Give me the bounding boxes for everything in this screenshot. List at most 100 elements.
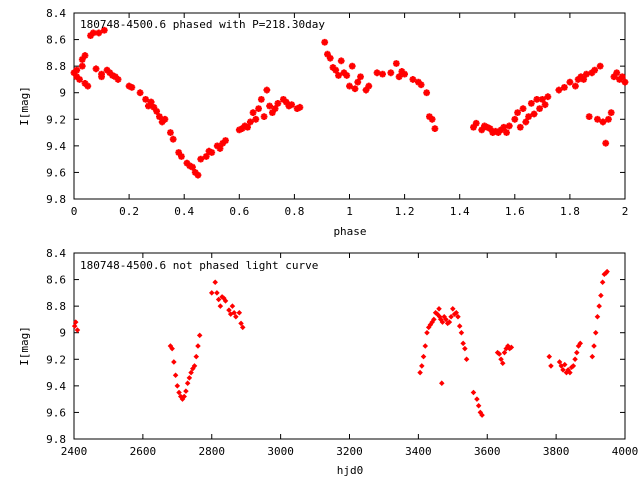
light-curve-data-point bbox=[572, 356, 578, 363]
phased-data-point bbox=[213, 142, 221, 150]
phased-y-tick-label: 9.4 bbox=[46, 140, 66, 153]
phased-data-point bbox=[340, 69, 348, 77]
phased-data-point bbox=[373, 69, 381, 77]
light-curve-data-point bbox=[448, 314, 454, 320]
light-curve-data-point bbox=[422, 343, 429, 349]
phased-data-point bbox=[285, 102, 293, 110]
light-curve-y-tick-label: 9.6 bbox=[46, 406, 66, 419]
phased-data-point bbox=[73, 73, 81, 81]
light-curve-data-point bbox=[496, 351, 503, 357]
phased-data-point bbox=[538, 95, 546, 103]
light-curve-x-tick-label: 2400 bbox=[61, 445, 88, 458]
phased-data-point bbox=[428, 115, 436, 123]
light-curve-y-tick-label: 9.2 bbox=[46, 353, 66, 366]
phased-data-point bbox=[346, 82, 353, 90]
phased-data-point bbox=[274, 99, 282, 107]
light-curve-data-point bbox=[508, 344, 515, 351]
phased-data-point bbox=[208, 149, 216, 156]
light-curve-data-point bbox=[172, 372, 179, 378]
light-curve-y-tick-label: 9 bbox=[59, 327, 66, 340]
phased-data-point bbox=[519, 105, 527, 113]
phased-x-tick-label: 1.6 bbox=[505, 205, 525, 218]
light-curve-data-point bbox=[462, 345, 468, 352]
phased-data-point bbox=[161, 115, 169, 123]
phased-data-point bbox=[343, 72, 351, 79]
phased-x-tick-label: 1.2 bbox=[395, 205, 415, 218]
light-curve-x-tick-label: 2800 bbox=[199, 445, 226, 458]
light-curve-data-point bbox=[450, 306, 456, 312]
phased-data-point bbox=[613, 69, 621, 77]
phased-data-point bbox=[324, 50, 331, 58]
phased-data-point bbox=[525, 113, 532, 121]
light-curve-chart-title: 180748-4500.6 not phased light curve bbox=[80, 259, 318, 272]
phased-data-point bbox=[282, 98, 290, 106]
phased-data-point bbox=[293, 105, 301, 113]
light-curve-data-point bbox=[577, 340, 583, 347]
light-curve-chart: 2400 2600 2800 3000 3200 3400 3600 3800 4000 8.4 8… bbox=[18, 247, 638, 477]
phased-data-point bbox=[178, 153, 185, 160]
light-curve-data-point bbox=[548, 363, 554, 369]
phased-data-point bbox=[216, 145, 224, 152]
light-curve-data-point bbox=[417, 369, 423, 376]
light-curve-data-point bbox=[239, 324, 246, 331]
phased-data-point bbox=[260, 113, 268, 121]
phased-data-point bbox=[387, 69, 395, 77]
phased-data-point bbox=[106, 69, 114, 77]
phased-data-point bbox=[574, 76, 582, 83]
light-curve-data-point bbox=[212, 279, 218, 285]
phased-data-point bbox=[572, 82, 579, 90]
light-curve-ticks: 2400 2600 2800 3000 3200 3400 3600 3800 4000 8.4 8… bbox=[46, 247, 638, 458]
light-curve-data-point bbox=[71, 323, 78, 329]
phased-data-point bbox=[401, 70, 408, 78]
phased-data-point bbox=[583, 70, 590, 78]
light-curve-data-point bbox=[188, 369, 194, 376]
phased-data-point bbox=[329, 64, 337, 71]
light-curve-data-point bbox=[460, 340, 466, 347]
phased-data-point bbox=[252, 115, 260, 123]
light-curve-data-point bbox=[499, 360, 506, 367]
phased-chart: 0 0.2 0.4 0.6 0.8 1 1.2 1.4 1.6 1.8 2 8.4 8.6 8.8 9 9.2… bbox=[18, 7, 629, 238]
phased-data-point bbox=[111, 73, 119, 81]
phased-data-point bbox=[588, 69, 596, 77]
light-curve-x-tick-label: 3600 bbox=[474, 445, 501, 458]
phased-data-point bbox=[326, 54, 334, 62]
light-curve-data-point bbox=[233, 314, 239, 320]
phased-ticks: 0 0.2 0.4 0.6 0.8 1 1.2 1.4 1.6 1.8 2 8.4 8.6 8.8 9 9.2… bbox=[46, 7, 628, 218]
phased-data-point bbox=[362, 86, 370, 94]
light-curve-y-tick-label: 9.4 bbox=[46, 380, 66, 393]
phased-data-point bbox=[505, 122, 513, 130]
light-curve-data-point bbox=[184, 380, 191, 386]
phased-data-point bbox=[618, 73, 626, 81]
phased-data-point bbox=[191, 169, 199, 176]
phased-data-point bbox=[150, 103, 158, 111]
light-curve-x-tick-label: 3200 bbox=[336, 445, 363, 458]
phased-data-point bbox=[167, 129, 174, 136]
light-curve-data-point bbox=[215, 296, 222, 303]
phased-data-point bbox=[536, 105, 543, 113]
light-curve-data-point bbox=[171, 359, 177, 365]
phased-data-point bbox=[78, 62, 86, 70]
phased-y-tick-label: 8.6 bbox=[46, 34, 66, 47]
phased-data-point bbox=[511, 115, 519, 123]
light-curve-data-point bbox=[556, 359, 563, 365]
light-curve-data-point bbox=[594, 314, 601, 320]
light-curve-data-point bbox=[546, 353, 553, 360]
light-curve-data-point bbox=[475, 403, 482, 409]
light-curve-data-point bbox=[434, 311, 441, 317]
light-curve-data-point bbox=[196, 332, 203, 339]
light-curve-data-point bbox=[443, 316, 449, 323]
phased-data-point bbox=[365, 82, 373, 90]
phased-data-point bbox=[144, 102, 152, 110]
phased-x-tick-label: 0.2 bbox=[119, 205, 139, 218]
phased-data-point bbox=[189, 163, 196, 171]
light-curve-x-tick-label: 3800 bbox=[543, 445, 570, 458]
phased-data-point bbox=[332, 66, 340, 74]
phased-data-point bbox=[194, 171, 202, 179]
light-curve-data-point bbox=[183, 388, 189, 394]
phased-data-point bbox=[426, 113, 433, 121]
phased-data-point bbox=[431, 125, 439, 132]
phased-data-point bbox=[271, 105, 279, 113]
phased-data-point bbox=[610, 73, 618, 81]
light-curve-data-point bbox=[479, 412, 485, 418]
phased-data-point bbox=[202, 153, 210, 160]
